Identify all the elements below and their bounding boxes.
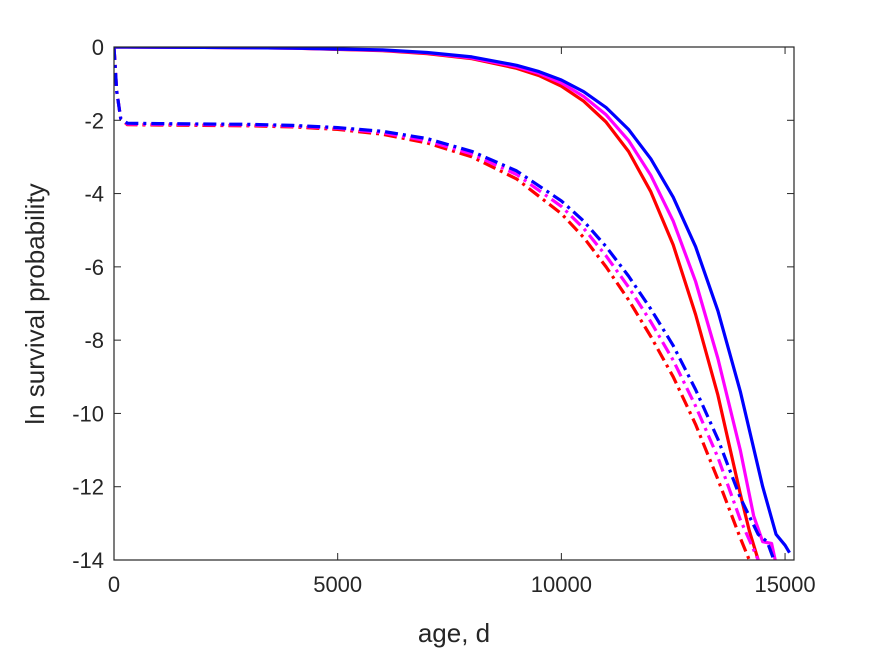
y-tick-label: -4 [84, 182, 104, 207]
x-tick-label: 15000 [754, 572, 815, 597]
y-tick-label: -14 [72, 548, 104, 573]
series-layer [114, 47, 791, 560]
series-line-3 [114, 47, 791, 554]
plot-area [114, 47, 794, 560]
y-axis-label: ln survival probability [20, 183, 50, 424]
y-tick-label: 0 [92, 35, 104, 60]
x-tick-label: 10000 [531, 572, 592, 597]
plot-frame [113, 46, 795, 561]
x-axis-label: age, d [418, 618, 490, 648]
series-line-5 [114, 47, 760, 560]
x-tick-label: 0 [108, 572, 120, 597]
series-line-6 [114, 47, 776, 560]
y-tick-label: -8 [84, 328, 104, 353]
x-tick-label: 5000 [313, 572, 362, 597]
y-tick-label: -12 [72, 475, 104, 500]
tick-layer: 0 5000 10000 15000 0 -2 -4 -6 -8 -10 -12 -14 [72, 35, 815, 597]
y-tick-label: -2 [84, 108, 104, 133]
y-tick-label: -6 [84, 255, 104, 280]
y-tick-label: -10 [72, 401, 104, 426]
series-line-4 [114, 47, 751, 560]
